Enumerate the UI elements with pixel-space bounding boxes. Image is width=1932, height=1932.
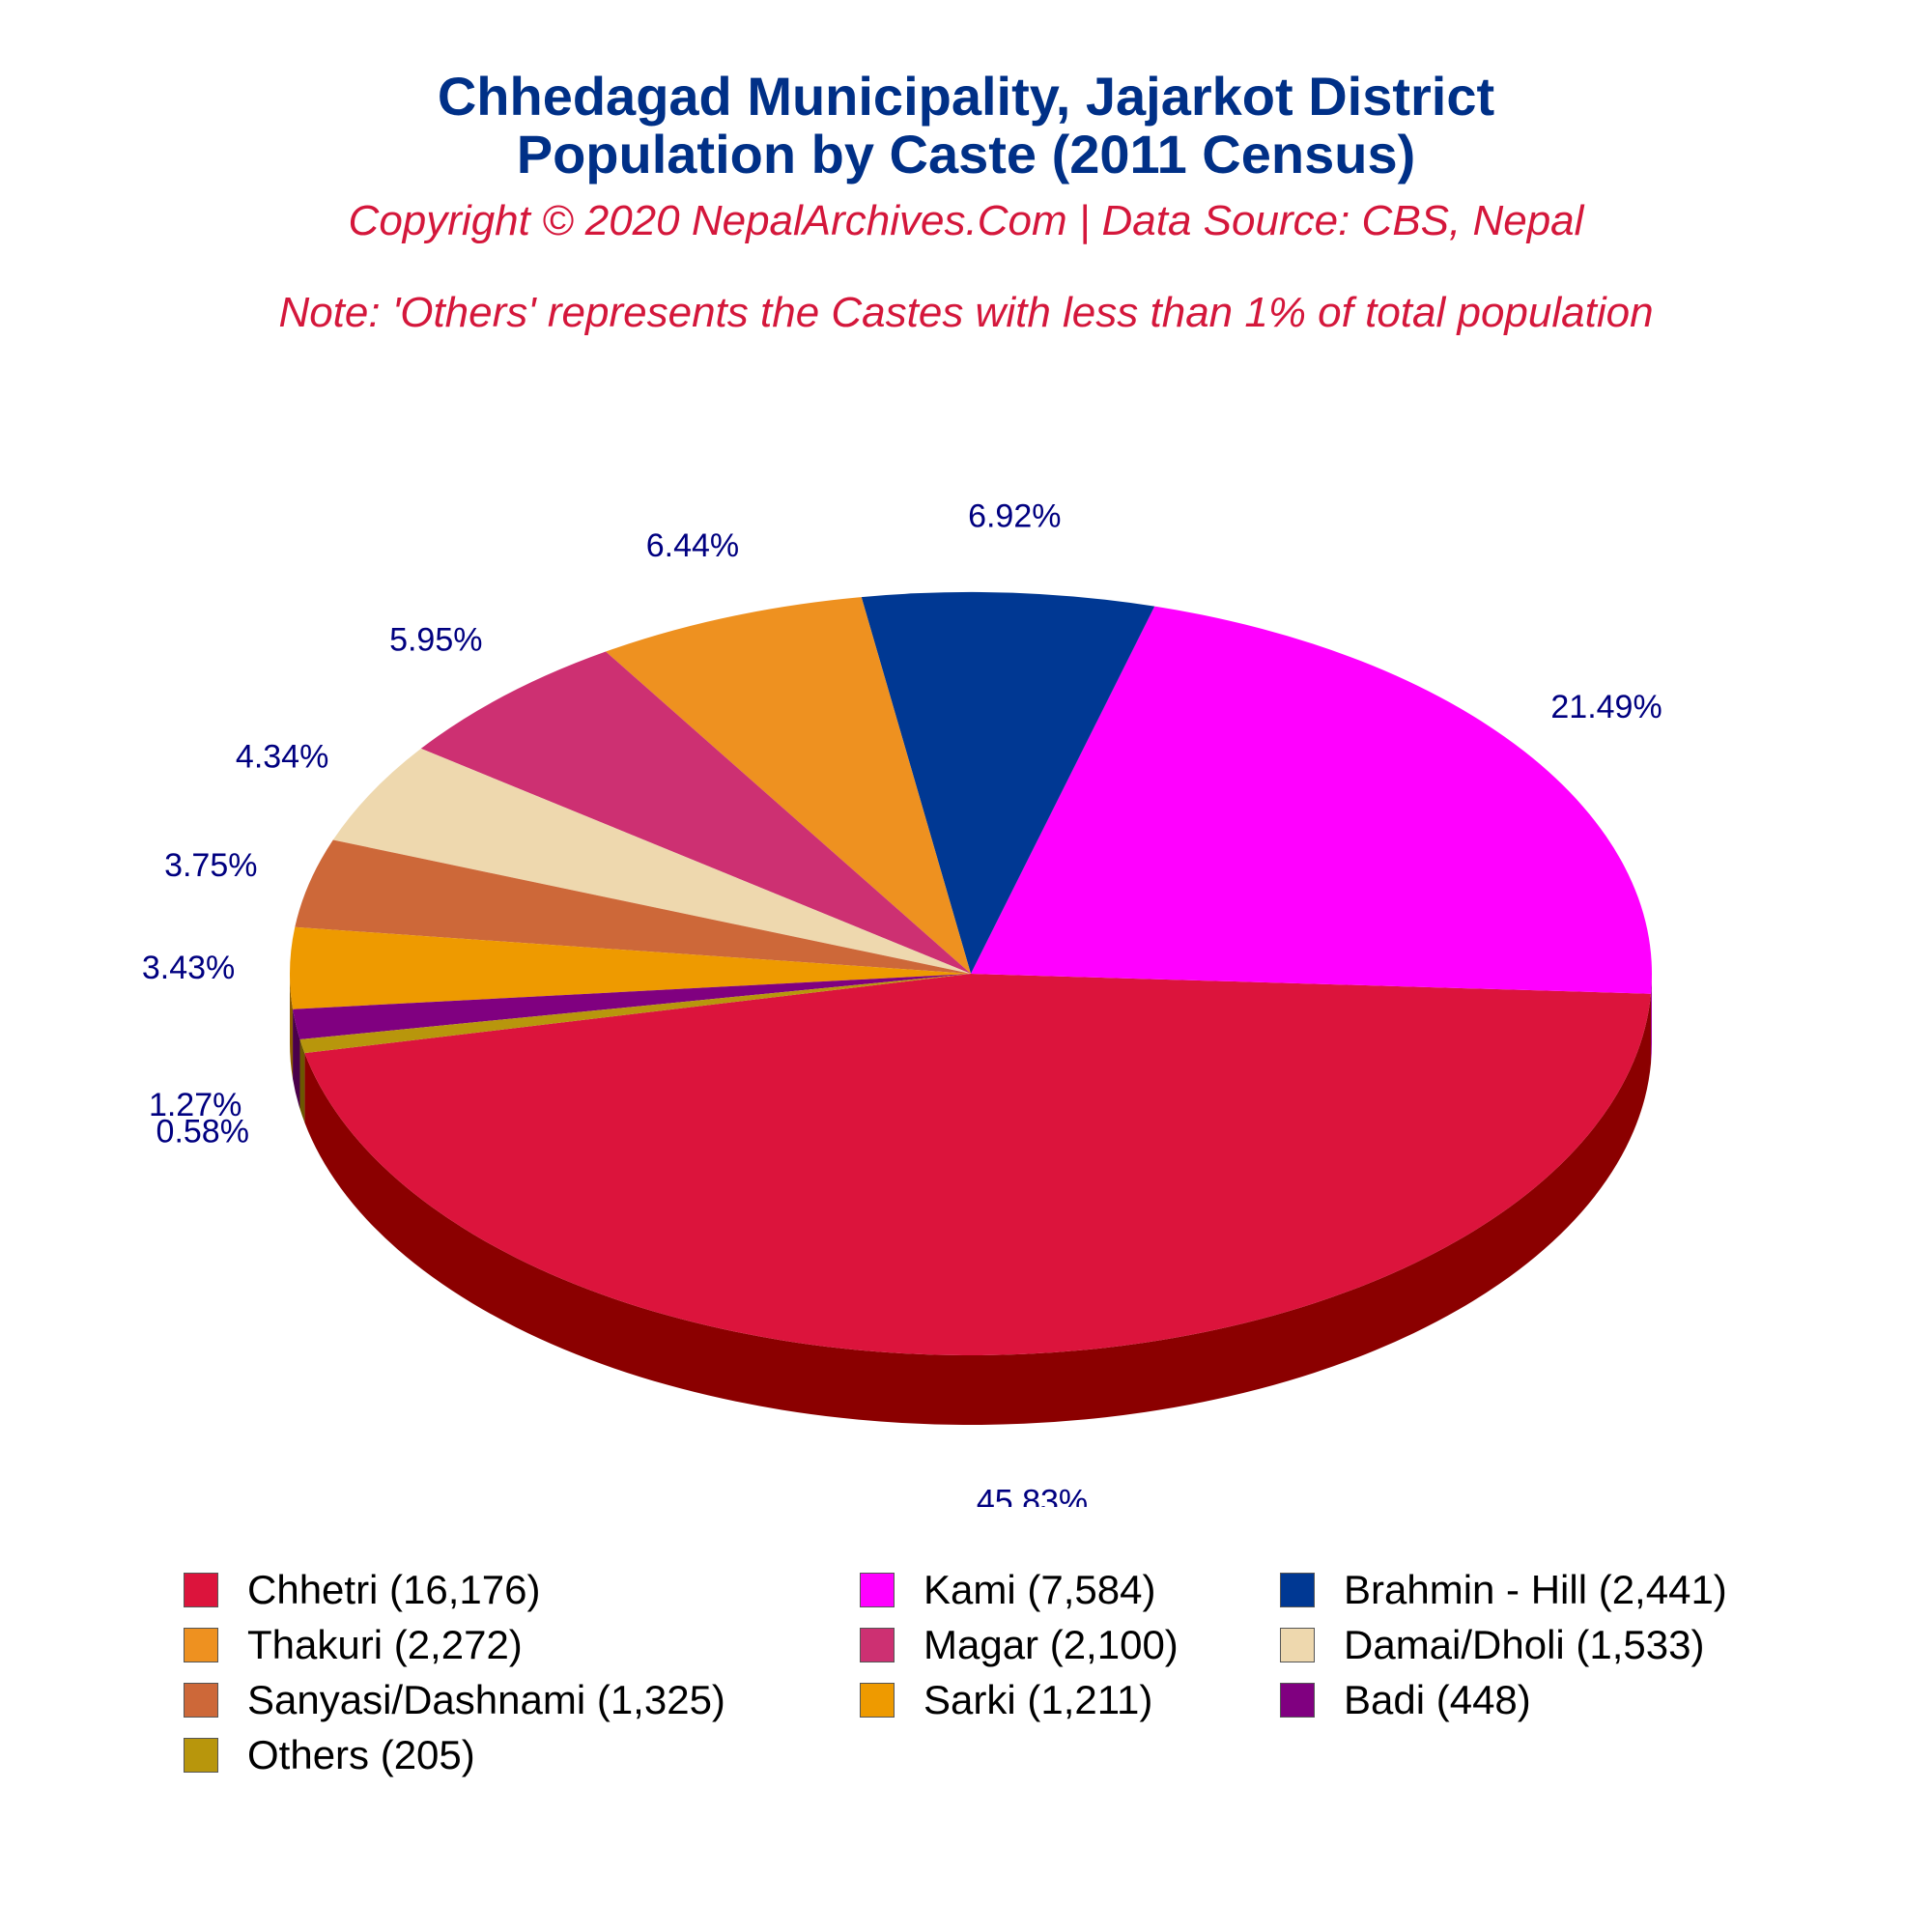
- legend-label: Badi (448): [1344, 1677, 1531, 1722]
- pct-label-magar: 5.95%: [389, 621, 482, 658]
- legend-label: Thakuri (2,272): [247, 1622, 523, 1667]
- pie-side-kami: [1651, 974, 1652, 1064]
- pie-slice-thakuri: [606, 597, 971, 974]
- legend-item-magar: Magar (2,100): [860, 1618, 1179, 1672]
- pct-label-others: 0.58%: [156, 1113, 249, 1150]
- pct-label-kami: 21.49%: [1550, 689, 1662, 725]
- legend-item-sarki: Sarki (1,211): [860, 1673, 1152, 1727]
- pct-label-sarki: 3.43%: [142, 950, 235, 986]
- pie-slice-magar: [420, 651, 971, 974]
- legend-item-chhetri: Chhetri (16,176): [184, 1563, 541, 1617]
- pct-label-chhetri: 45.83%: [977, 1484, 1088, 1507]
- pie-side-sarki: [290, 974, 294, 1079]
- legend-item-badi: Badi (448): [1280, 1673, 1531, 1727]
- legend-swatch: [184, 1573, 218, 1607]
- legend-label: Kami (7,584): [923, 1567, 1156, 1612]
- pct-label-badi: 1.27%: [149, 1087, 242, 1123]
- pct-label-sanyasi-dashnami: 3.75%: [164, 847, 257, 884]
- pie-side-others: [299, 1038, 305, 1123]
- legend-label: Magar (2,100): [923, 1622, 1179, 1667]
- legend-label: Sarki (1,211): [923, 1677, 1153, 1722]
- legend-item-damai-dholi: Damai/Dholi (1,533): [1280, 1618, 1705, 1672]
- pie-slice-sarki: [290, 926, 971, 1009]
- legend-swatch: [184, 1738, 218, 1773]
- note-text: Note: 'Others' represents the Castes wit…: [278, 289, 1654, 336]
- legend-label: Sanyasi/Dashnami (1,325): [247, 1677, 725, 1722]
- legend-swatch: [184, 1683, 218, 1718]
- chart-title-line2: Population by Caste (2011 Census): [516, 124, 1416, 185]
- legend-swatch: [1280, 1683, 1315, 1718]
- pie-slice-badi: [293, 974, 972, 1039]
- copyright-text: Copyright © 2020 NepalArchives.Com | Dat…: [348, 197, 1584, 244]
- chart-title-line1: Chhedagad Municipality, Jajarkot Distric…: [437, 66, 1495, 127]
- legend-label: Others (205): [247, 1732, 475, 1777]
- pie-side-badi: [293, 1009, 300, 1109]
- pie-slice-sanyasi-dashnami: [295, 839, 972, 974]
- pie-sides: [290, 974, 1652, 1425]
- pie-side-chhetri: [304, 993, 1652, 1425]
- legend-item-others: Others (205): [184, 1728, 475, 1782]
- legend-item-sanyasi-dashnami: Sanyasi/Dashnami (1,325): [184, 1673, 725, 1727]
- pie-slice-damai-dholi: [332, 748, 972, 974]
- pie-slice-others: [299, 974, 971, 1054]
- legend-item-brahmin-hill: Brahmin - Hill (2,441): [1280, 1563, 1727, 1617]
- pie-slice-brahmin-hill: [861, 592, 1155, 974]
- pie-tops: [290, 592, 1652, 1355]
- legend-swatch: [860, 1628, 895, 1662]
- legend-swatch: [1280, 1628, 1315, 1662]
- pie-labels: 45.83% 21.49% 6.92% 6.44% 5.95% 4.34% 3.75% 3.4…: [142, 498, 1662, 1507]
- legend-label: Damai/Dholi (1,533): [1344, 1622, 1705, 1667]
- legend-label: Brahmin - Hill (2,441): [1344, 1567, 1727, 1612]
- legend-item-kami: Kami (7,584): [860, 1563, 1155, 1617]
- pct-label-damai-dholi: 4.34%: [236, 738, 328, 775]
- pct-label-brahmin-hill: 6.92%: [968, 498, 1061, 535]
- pie-slice-chhetri: [304, 974, 1652, 1355]
- pie-slice-kami: [971, 606, 1652, 994]
- legend-swatch: [1280, 1573, 1315, 1607]
- pct-label-thakuri: 6.44%: [646, 527, 739, 564]
- legend-item-thakuri: Thakuri (2,272): [184, 1618, 523, 1672]
- pie-chart: 45.83% 21.49% 6.92% 6.44% 5.95% 4.34% 3.75% 3.4…: [142, 498, 1662, 1507]
- legend-swatch: [184, 1628, 218, 1662]
- legend-swatch: [860, 1683, 895, 1718]
- legend-label: Chhetri (16,176): [247, 1567, 541, 1612]
- legend-swatch: [860, 1573, 895, 1607]
